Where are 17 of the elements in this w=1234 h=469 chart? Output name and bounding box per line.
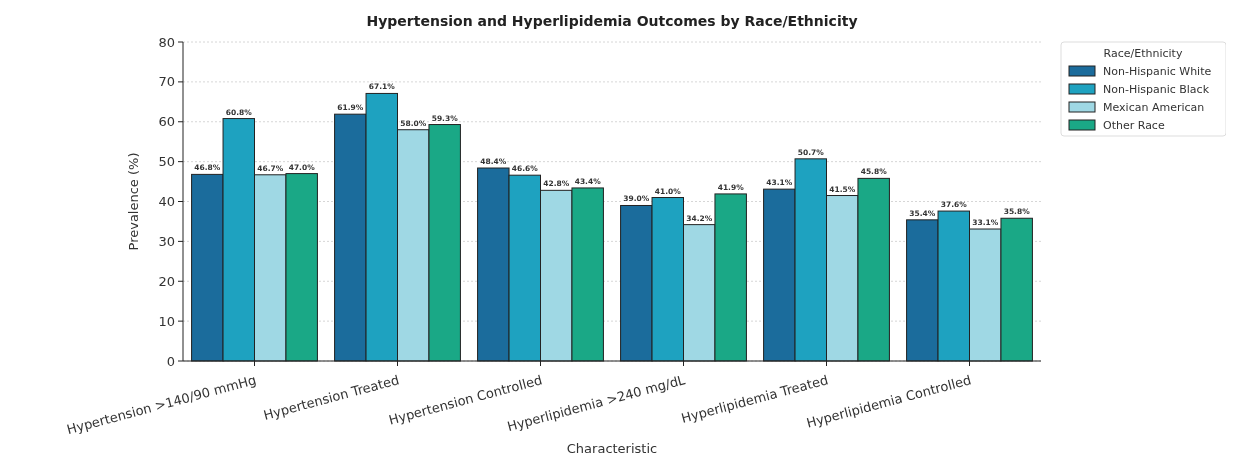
y-tick-label: 10 [158, 313, 175, 329]
legend-label: Non-Hispanic White [1103, 65, 1212, 78]
y-tick-label: 0 [166, 353, 175, 369]
legend-label: Non-Hispanic Black [1103, 83, 1210, 96]
y-tick-label: 30 [158, 233, 175, 249]
y-tick-label: 80 [158, 34, 175, 50]
legend-title: Race/Ethnicity [1103, 47, 1183, 60]
y-tick-label: 40 [158, 194, 175, 210]
x-axis-title: Characteristic [566, 441, 658, 456]
y-tick-label: 70 [158, 74, 175, 90]
y-axis-title: Prevalence (%) [126, 152, 141, 251]
y-tick-label: 20 [158, 273, 175, 289]
legend-label: Other Race [1103, 119, 1165, 132]
y-tick-label: 60 [158, 114, 175, 130]
chart-title: Hypertension and Hyperlipidemia Outcomes by Race/Ethnicity [366, 13, 858, 29]
legend-label: Mexican American [1103, 101, 1205, 114]
y-tick-label: 50 [158, 154, 175, 170]
